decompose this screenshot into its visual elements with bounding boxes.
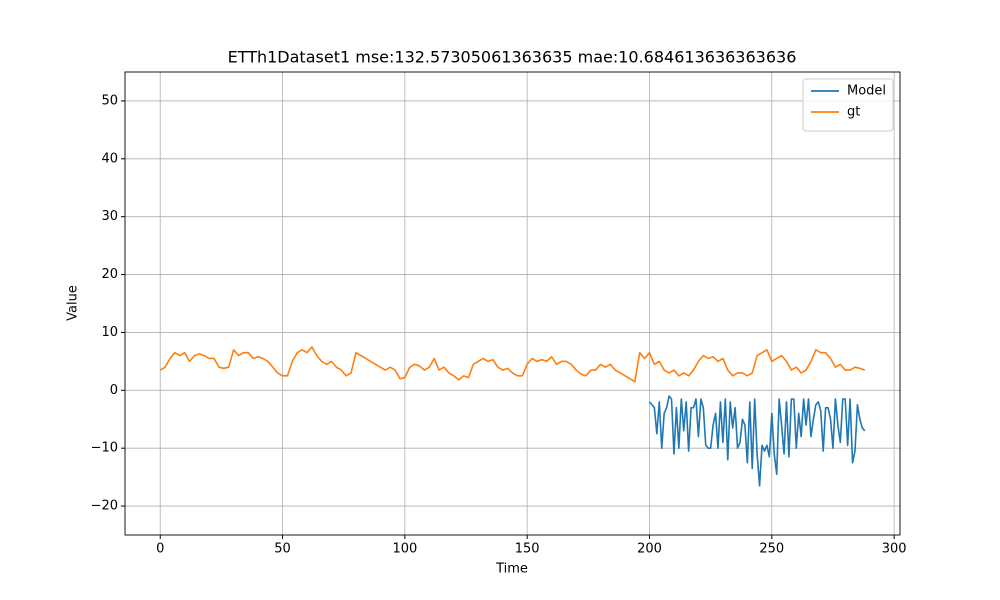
x-tick-label: 300 bbox=[882, 542, 907, 557]
x-tick-label: 0 bbox=[156, 542, 164, 557]
y-tick-label: 0 bbox=[110, 383, 118, 398]
y-axis-label: Value bbox=[66, 285, 81, 321]
chart-title: ETTh1Dataset1 mse:132.57305061363635 mae… bbox=[228, 48, 797, 67]
line-series bbox=[648, 395, 866, 487]
y-tick-label: 20 bbox=[101, 267, 118, 282]
y-tick-label: 10 bbox=[101, 325, 118, 340]
y-tick-label: −10 bbox=[91, 441, 118, 456]
x-tick-label: 100 bbox=[392, 542, 417, 557]
legend-label: Model bbox=[847, 84, 886, 99]
y-tick-label: 30 bbox=[101, 209, 118, 224]
y-tick-label: 50 bbox=[101, 93, 118, 108]
x-tick-label: 250 bbox=[759, 542, 784, 557]
x-tick-label: 200 bbox=[637, 542, 662, 557]
axes-frame bbox=[124, 71, 901, 536]
legend-label: gt bbox=[847, 105, 860, 120]
x-tick-label: 50 bbox=[274, 542, 291, 557]
y-tick-label: −20 bbox=[91, 499, 118, 514]
line-series bbox=[159, 346, 866, 383]
legend-box bbox=[802, 78, 894, 132]
x-axis-label: Time bbox=[495, 562, 528, 577]
x-tick-label: 150 bbox=[515, 542, 540, 557]
y-tick-label: 40 bbox=[101, 151, 118, 166]
